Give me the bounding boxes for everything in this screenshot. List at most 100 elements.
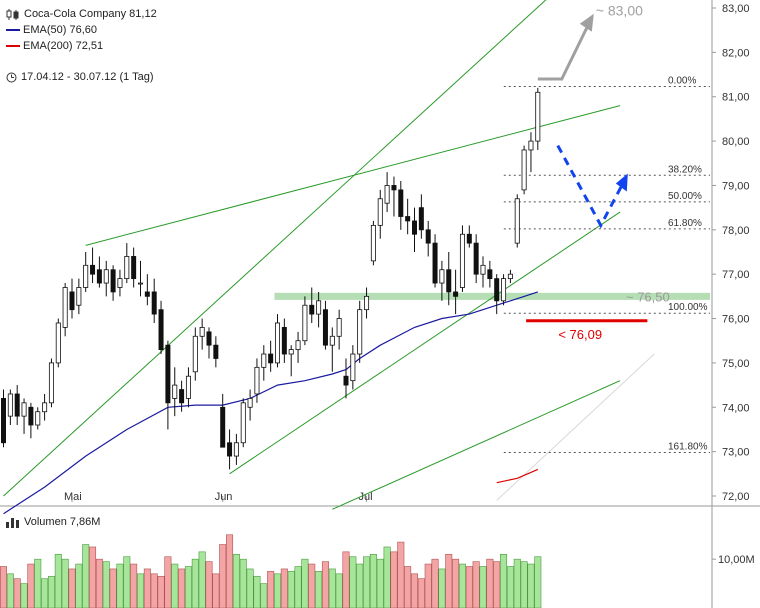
x-tick-label: Jul — [359, 491, 373, 503]
volume-bar — [349, 556, 357, 608]
candle-body — [96, 269, 102, 284]
legend-ema200-row: EMA(200) 72,51 — [6, 38, 157, 54]
legend-ema50: EMA(50) 76,60 — [23, 24, 97, 36]
volume-bar — [342, 551, 350, 608]
volume-bar — [315, 571, 323, 608]
candle-body — [76, 287, 82, 306]
candle-body — [7, 393, 13, 417]
candle-body — [199, 327, 205, 337]
ema200-swatch — [6, 45, 20, 47]
legend-ema50-row: EMA(50) 76,60 — [6, 22, 157, 38]
volume-bar — [253, 575, 261, 608]
candle-body — [213, 344, 219, 359]
volume-bar — [260, 583, 268, 608]
candle-body — [48, 362, 54, 404]
volume-bar — [424, 563, 432, 608]
volume-legend-text: Volumen 7,86M — [24, 516, 101, 528]
volume-bar — [123, 556, 131, 608]
target-arrow-line — [537, 25, 590, 81]
volume-bar — [184, 566, 192, 608]
candle-body — [439, 269, 445, 284]
candle-body — [90, 264, 96, 275]
volume-bar — [513, 558, 521, 608]
volume-bar — [356, 563, 364, 608]
candle-body — [124, 256, 130, 280]
candle-body — [288, 349, 294, 355]
chart-legend: Coca-Cola Company 81,12 EMA(50) 76,60 EM… — [6, 6, 157, 54]
volume-bar — [137, 573, 145, 608]
candle-body — [254, 366, 260, 395]
volume-bar — [383, 546, 391, 608]
y-tick-label: 76,00 — [722, 314, 750, 326]
ema50-line — [3, 291, 538, 515]
volume-bar — [452, 558, 460, 608]
trend-line — [332, 380, 621, 510]
candle-body — [206, 331, 212, 346]
legend-title: Coca-Cola Company 81,12 — [24, 8, 157, 20]
x-tick-label: Jun — [215, 491, 233, 503]
volume-bar — [109, 568, 117, 608]
volume-bar — [445, 553, 453, 608]
legend-title-row: Coca-Cola Company 81,12 — [6, 6, 157, 22]
target-arrow-head — [579, 13, 594, 32]
candle-body — [227, 442, 233, 457]
volume-tick-label: 10,00M — [718, 554, 755, 566]
candle-body — [343, 375, 349, 386]
candle-body — [411, 220, 417, 235]
candle-body — [494, 278, 500, 302]
volume-bar — [363, 556, 371, 608]
volume-bar — [280, 568, 288, 608]
ema50-swatch — [6, 29, 20, 31]
volume-bar — [335, 573, 343, 608]
candle-body — [281, 327, 287, 355]
volume-bar — [191, 558, 199, 608]
volume-bar — [232, 553, 240, 608]
candle-body — [21, 402, 27, 417]
volume-bar — [527, 563, 535, 608]
candle-body — [151, 291, 157, 315]
candle-body — [309, 304, 315, 315]
candle-body — [316, 300, 322, 315]
candle-body — [137, 282, 143, 285]
candle-body — [398, 189, 404, 217]
projection-arrow-head — [615, 173, 628, 192]
projection-arrow-line — [556, 144, 624, 229]
volume-bar — [205, 561, 213, 608]
volume-bar — [273, 573, 281, 608]
volume-bar — [239, 558, 247, 608]
volume-bar — [472, 561, 480, 608]
y-tick-label: 83,00 — [722, 3, 750, 15]
y-tick-label: 72,00 — [722, 491, 750, 503]
fib-level-label: 161.80% — [668, 442, 708, 453]
candle-body — [391, 185, 397, 191]
volume-bar — [0, 566, 7, 608]
candle-body — [329, 335, 335, 346]
volume-bar — [479, 566, 487, 608]
volume-bar — [130, 563, 138, 608]
candle-body — [247, 397, 253, 408]
fib-level-label: 61.80% — [668, 218, 702, 229]
volume-bar — [500, 553, 508, 608]
candle-body — [473, 242, 479, 275]
candle-body — [501, 278, 507, 302]
candle-body — [69, 291, 75, 311]
candle-body — [62, 287, 68, 328]
volume-bar — [246, 568, 254, 608]
volume-bar — [61, 558, 69, 608]
candle-body — [42, 402, 48, 413]
candle-body — [274, 322, 280, 364]
ema200-line — [496, 468, 539, 484]
volume-bar — [34, 558, 42, 608]
y-tick-label: 79,00 — [722, 180, 750, 192]
y-tick-label: 78,00 — [722, 225, 750, 237]
trend-line — [496, 353, 655, 501]
volume-bar — [75, 563, 83, 608]
candle-body — [240, 402, 246, 444]
candle-body — [302, 304, 308, 342]
volume-legend: Volumen 7,86M — [6, 516, 100, 528]
volume-bar — [164, 556, 172, 608]
volume-bar — [150, 573, 158, 608]
volume-bar — [13, 578, 21, 608]
candle-body — [453, 291, 459, 297]
candle-body — [172, 384, 178, 399]
